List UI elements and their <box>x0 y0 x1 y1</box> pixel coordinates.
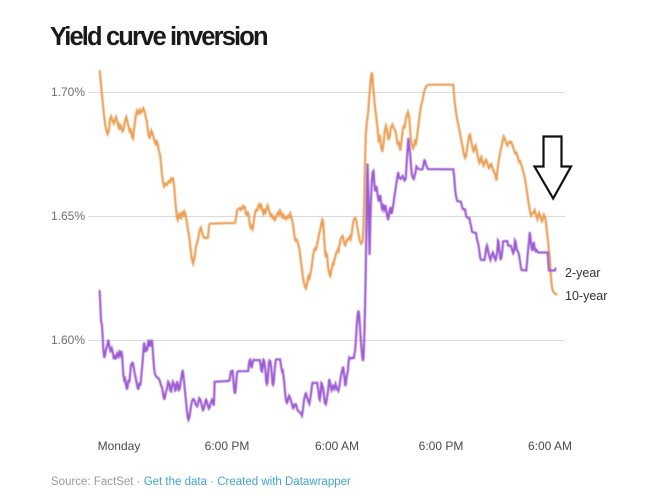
svg-text:6:00 PM: 6:00 PM <box>419 439 464 453</box>
svg-text:1.65%: 1.65% <box>51 209 85 223</box>
svg-text:Source: FactSet · Get the data: Source: FactSet · Get the data · Created… <box>51 476 351 488</box>
svg-text:Monday: Monday <box>98 439 141 453</box>
svg-text:1.60%: 1.60% <box>51 333 85 347</box>
svg-text:6:00 AM: 6:00 AM <box>528 439 572 453</box>
svg-text:10-year: 10-year <box>565 289 607 303</box>
svg-text:1.70%: 1.70% <box>51 85 85 99</box>
svg-text:6:00 PM: 6:00 PM <box>205 439 250 453</box>
svg-text:2-year: 2-year <box>565 266 600 280</box>
svg-text:6:00 AM: 6:00 AM <box>315 439 359 453</box>
svg-text:Yield curve inversion: Yield curve inversion <box>50 23 267 51</box>
